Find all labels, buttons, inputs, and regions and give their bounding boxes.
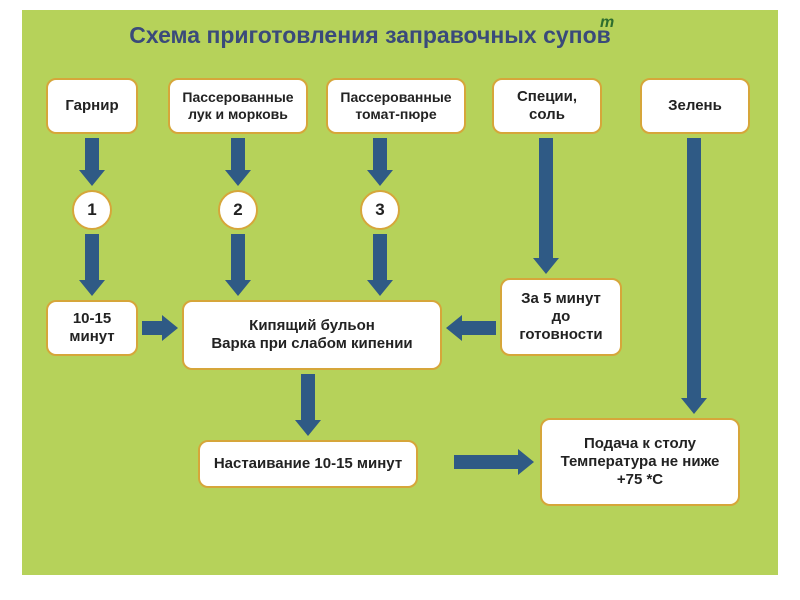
node-label: За 5 минутдоготовности xyxy=(519,290,602,344)
node-nastaivanie: Настаивание 10-15 минут xyxy=(198,440,418,488)
step-circle-1: 1 xyxy=(72,190,112,230)
node-luk-morkov: Пассерованныелук и морковь xyxy=(168,78,308,134)
node-label: Зелень xyxy=(668,97,722,115)
node-bulion: Кипящий бульонВарка при слабом кипении xyxy=(182,300,442,370)
step-circle-3: 3 xyxy=(360,190,400,230)
node-label: Подача к столуТемпература не ниже+75 *С xyxy=(561,435,720,489)
circle-label: 3 xyxy=(375,200,384,220)
node-za-5-min: За 5 минутдоготовности xyxy=(500,278,622,356)
circle-label: 1 xyxy=(87,200,96,220)
node-label: Специи,соль xyxy=(517,88,577,124)
watermark-text: m xyxy=(600,14,614,32)
node-label: Кипящий бульонВарка при слабом кипении xyxy=(211,317,412,353)
node-specii-sol: Специи,соль xyxy=(492,78,602,134)
step-circle-2: 2 xyxy=(218,190,258,230)
node-label: Настаивание 10-15 минут xyxy=(214,455,402,473)
node-label: Пассерованныетомат-пюре xyxy=(340,89,451,123)
circle-label: 2 xyxy=(233,200,242,220)
node-zelen: Зелень xyxy=(640,78,750,134)
node-label: 10-15минут xyxy=(69,310,114,346)
node-podacha: Подача к столуТемпература не ниже+75 *С xyxy=(540,418,740,506)
diagram-title: Схема приготовления заправочных супов xyxy=(70,22,670,49)
node-garnir: Гарнир xyxy=(46,78,138,134)
node-10-15-min: 10-15минут xyxy=(46,300,138,356)
node-tomat-pure: Пассерованныетомат-пюре xyxy=(326,78,466,134)
node-label: Пассерованныелук и морковь xyxy=(182,89,293,123)
diagram-canvas: { "canvas": { "width": 800, "height": 60… xyxy=(0,0,800,600)
node-label: Гарнир xyxy=(65,97,118,115)
